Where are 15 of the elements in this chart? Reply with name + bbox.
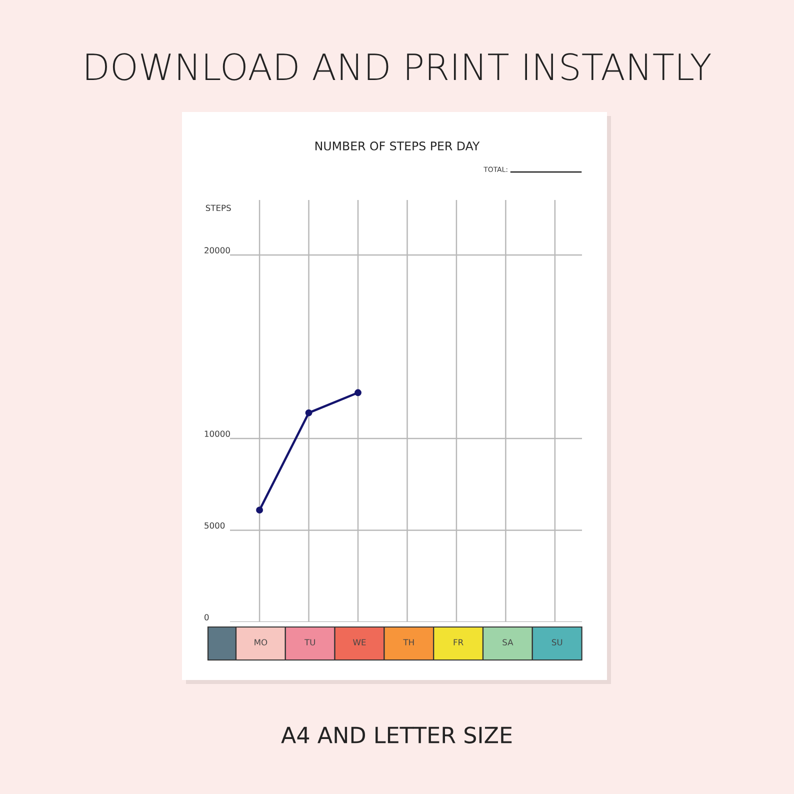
y-tick-label: 0	[204, 614, 209, 620]
x-tick-label: TH	[403, 639, 414, 646]
y-tick-label: 10000	[204, 430, 230, 437]
x-tick-label: MO	[254, 639, 268, 646]
text: DOWNLOAD AND PRINT INSTANTLY	[86, 53, 711, 80]
x-tick-label: FR	[454, 639, 464, 646]
chart-title: NUMBER OF STEPS PER DAY	[315, 141, 480, 150]
x-tick-label: SU	[552, 639, 562, 646]
text: A4 AND LETTER SIZE	[281, 726, 512, 744]
y-axis-title: STEPS	[206, 204, 231, 212]
y-tick-label: 5000	[204, 522, 225, 529]
x-tick-label: TU	[304, 639, 315, 646]
x-tick-label: WE	[353, 639, 366, 646]
x-tick-label: SA	[502, 639, 514, 646]
y-tick-label: 20000	[204, 247, 230, 254]
